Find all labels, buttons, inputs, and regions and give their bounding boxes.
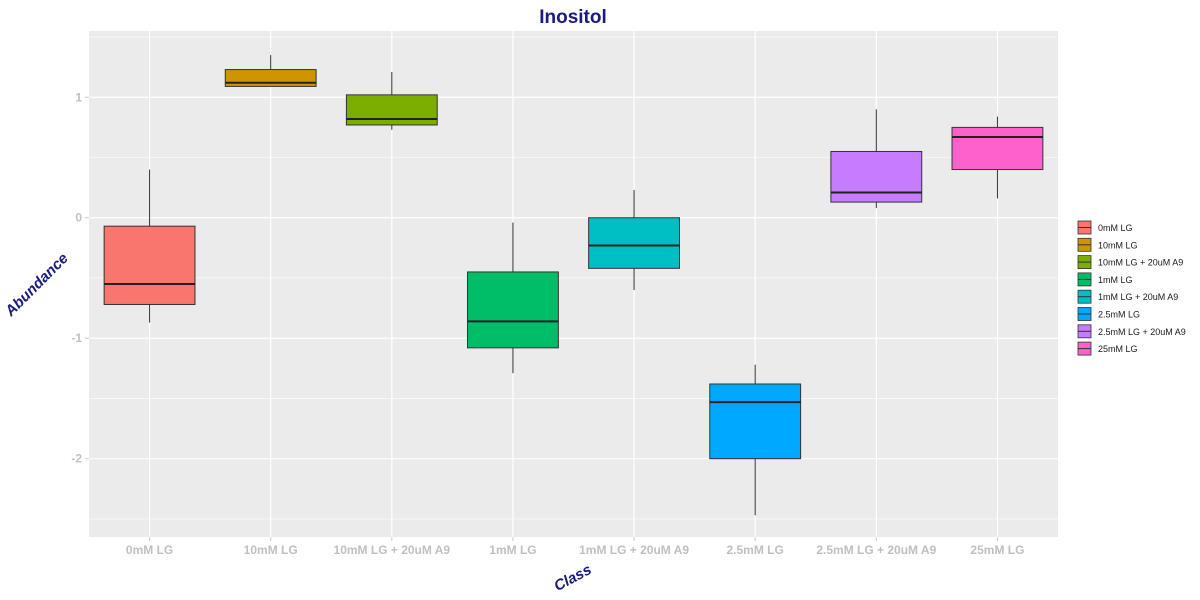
- box-2: [224, 55, 317, 87]
- legend-item: 1mM LG + 20uM A9: [1077, 289, 1178, 304]
- legend-label: 1mM LG + 20uM A9: [1098, 292, 1178, 302]
- legend-item: 0mM LG: [1077, 220, 1133, 235]
- legend-label: 0mM LG: [1098, 223, 1133, 233]
- box-iqr: [951, 126, 1044, 171]
- x-tick-label: 1mM LG: [489, 543, 536, 557]
- box-iqr: [709, 383, 802, 460]
- box-3: [345, 71, 438, 130]
- boxes: [103, 55, 1044, 516]
- y-axis-ticks: -2 -1 0 1: [71, 90, 89, 466]
- box-iqr: [345, 94, 438, 126]
- plot-panel: [89, 31, 1058, 537]
- legend-label: 2.5mM LG: [1098, 310, 1140, 320]
- box-iqr: [103, 225, 196, 305]
- box-7: [830, 109, 923, 209]
- x-axis-title: Class: [551, 561, 594, 595]
- box-1: [103, 169, 196, 323]
- y-tick-label: 1: [75, 90, 82, 104]
- x-tick-label: 10mM LG + 20uM A9: [334, 543, 451, 557]
- y-tick-label: -1: [71, 331, 82, 345]
- box-iqr: [830, 150, 923, 203]
- chart-title: Inositol: [539, 7, 607, 28]
- legend-item: 10mM LG: [1077, 237, 1138, 252]
- box-6: [709, 364, 802, 516]
- legend-item: 10mM LG + 20uM A9: [1077, 255, 1183, 270]
- legend-item: 25mM LG: [1077, 341, 1138, 356]
- x-tick-label: 10mM LG: [244, 543, 298, 557]
- x-tick-label: 25mM LG: [970, 543, 1024, 557]
- legend-item: 2.5mM LG + 20uM A9: [1077, 324, 1186, 339]
- box-8: [951, 116, 1044, 199]
- box-iqr: [224, 69, 317, 87]
- legend-item: 1mM LG: [1077, 272, 1133, 287]
- x-axis-ticks: 0mM LG 10mM LG 10mM LG + 20uM A9 1mM LG 1mM …: [126, 537, 1024, 557]
- legend-label: 10mM LG + 20uM A9: [1098, 258, 1183, 268]
- legend: 0mM LG 10mM LG 10mM LG + 20uM A9 1mM LG 1mM …: [1077, 220, 1186, 356]
- legend-label: 1mM LG: [1098, 275, 1133, 285]
- x-tick-label: 2.5mM LG + 20uM A9: [816, 543, 936, 557]
- x-tick-label: 1mM LG + 20uM A9: [579, 543, 689, 557]
- y-axis-title: Abundance: [1, 250, 71, 320]
- box-iqr: [467, 271, 559, 349]
- y-tick-label: 0: [75, 211, 82, 225]
- legend-label: 2.5mM LG + 20uM A9: [1098, 327, 1186, 337]
- box-4: [467, 222, 559, 374]
- x-tick-label: 2.5mM LG: [727, 543, 784, 557]
- y-tick-label: -2: [71, 452, 82, 466]
- legend-label: 25mM LG: [1098, 344, 1138, 354]
- box-iqr: [588, 217, 680, 269]
- legend-label: 10mM LG: [1098, 240, 1138, 250]
- x-tick-label: 0mM LG: [126, 543, 173, 557]
- legend-item: 2.5mM LG: [1077, 307, 1140, 321]
- box-5: [588, 190, 680, 291]
